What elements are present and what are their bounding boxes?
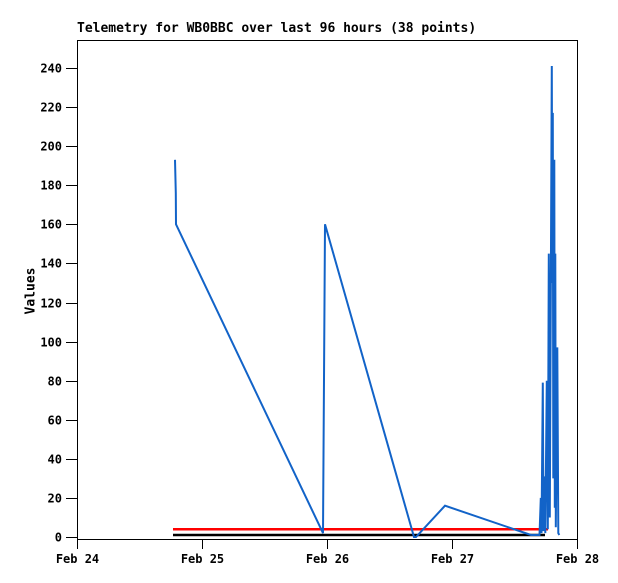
y-tick-label: 220 — [40, 101, 62, 115]
blue-telemetry-series — [174, 65, 561, 538]
y-tick-label: 0 — [55, 531, 62, 545]
x-tick-label: Feb 27 — [431, 552, 474, 566]
y-tick-label: 180 — [40, 179, 62, 193]
x-tick-label: Feb 25 — [181, 552, 224, 566]
y-tick-label: 80 — [48, 375, 62, 389]
y-tick-label: 200 — [40, 140, 62, 154]
x-tick-label: Feb 24 — [56, 552, 99, 566]
x-tick-label: Feb 26 — [306, 552, 349, 566]
y-tick-label: 140 — [40, 257, 62, 271]
plot-border — [77, 40, 578, 540]
y-axis-label: Values — [23, 267, 39, 315]
y-tick-label: 240 — [40, 62, 62, 76]
y-tick-label: 120 — [40, 297, 62, 311]
y-tick-label: 20 — [48, 492, 62, 506]
x-tick-label: Feb 28 — [556, 552, 599, 566]
chart-title: Telemetry for WB0BBC over last 96 hours … — [77, 21, 477, 36]
y-tick-label: 60 — [48, 414, 62, 428]
y-tick-label: 40 — [48, 453, 62, 467]
y-tick-label: 100 — [40, 336, 62, 350]
y-tick-label: 160 — [40, 218, 62, 232]
